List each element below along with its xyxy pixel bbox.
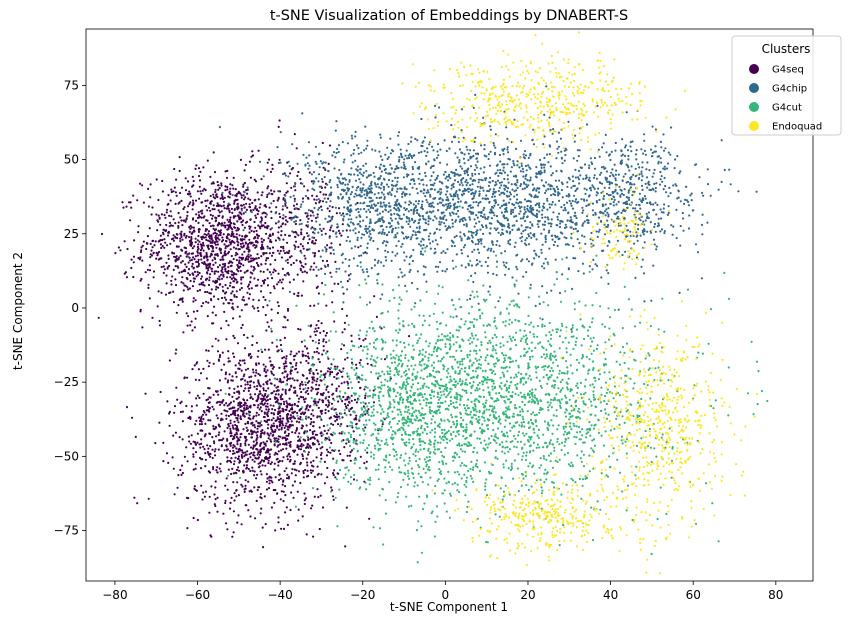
y-axis-ticks: −75 −50 −25 0 25 50 75 (54, 78, 86, 538)
legend-items: G4seq G4chip G4cut Endoquad (749, 64, 822, 133)
y-tick-label: 0 (71, 301, 79, 315)
y-tick-label: 75 (64, 78, 79, 92)
legend-title: Clusters (762, 42, 811, 56)
x-tick-label: −20 (350, 588, 375, 602)
x-axis-label: t-SNE Component 1 (390, 600, 508, 614)
legend: Clusters G4seq G4chip G4cut Endoquad (731, 35, 842, 136)
y-tick-label: 50 (64, 153, 79, 167)
legend-label-endoquad: Endoquad (772, 122, 822, 133)
legend-label-g4seq: G4seq (772, 65, 804, 76)
x-tick-label: −40 (267, 588, 292, 602)
y-tick-label: −50 (54, 449, 79, 463)
scatter-points-g4chip (187, 85, 758, 331)
x-tick-label: −80 (102, 588, 127, 602)
scatter-points-g4seq (97, 119, 411, 549)
y-tick-label: −75 (54, 524, 79, 538)
legend-marker-g4chip (749, 83, 759, 93)
legend-label-g4chip: G4chip (772, 84, 807, 95)
chart-title: t-SNE Visualization of Embeddings by DNA… (270, 8, 628, 24)
x-tick-label: 0 (442, 588, 450, 602)
y-tick-label: −25 (54, 375, 79, 389)
x-tick-label: 60 (686, 588, 701, 602)
y-axis-label: t-SNE Component 2 (11, 252, 25, 370)
x-tick-label: 40 (603, 588, 618, 602)
legend-marker-endoquad (749, 121, 759, 131)
x-tick-label: 20 (520, 588, 535, 602)
legend-label-g4cut: G4cut (772, 103, 802, 114)
x-tick-label: 80 (768, 588, 783, 602)
scatter-points-endoquad (401, 31, 759, 575)
plot-area-frame (85, 28, 814, 582)
scatter-points-g4cut (224, 205, 769, 564)
legend-marker-g4cut (749, 102, 759, 112)
points-layer (97, 31, 769, 575)
legend-box (731, 35, 842, 136)
y-tick-label: 25 (64, 227, 79, 241)
x-axis-ticks: −80 −60 −40 −20 0 20 40 60 80 (102, 581, 783, 602)
x-tick-label: −60 (185, 588, 210, 602)
legend-marker-g4seq (749, 64, 759, 74)
